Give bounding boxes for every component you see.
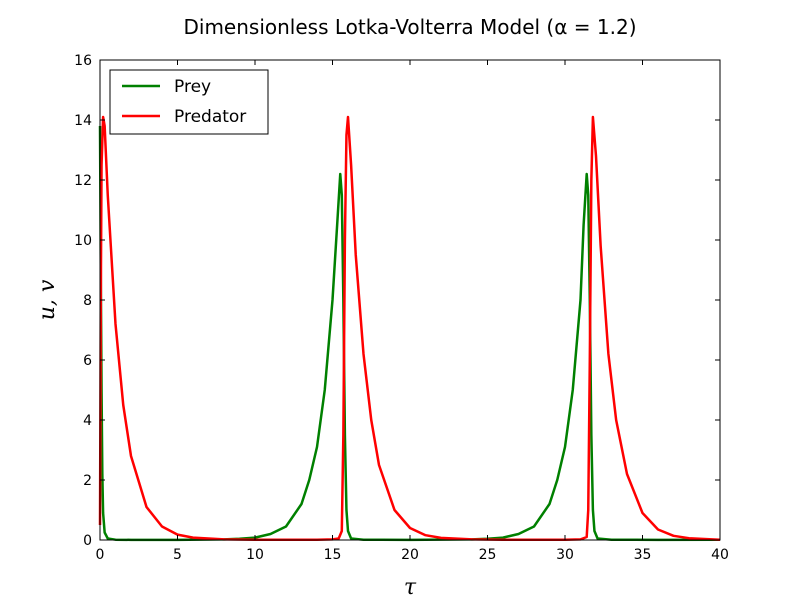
y-tick-label: 12 bbox=[74, 173, 92, 189]
x-tick-label: 15 bbox=[324, 547, 342, 563]
x-tick-label: 40 bbox=[711, 547, 729, 563]
y-tick-label: 0 bbox=[83, 533, 92, 549]
x-tick-label: 20 bbox=[401, 547, 419, 563]
legend-label-predator: Predator bbox=[174, 107, 246, 127]
y-tick-label: 4 bbox=[83, 413, 92, 429]
y-tick-label: 6 bbox=[83, 353, 92, 369]
y-tick-label: 10 bbox=[74, 233, 92, 249]
x-tick-label: 25 bbox=[479, 547, 497, 563]
chart-title: Dimensionless Lotka-Volterra Model (α = … bbox=[183, 15, 636, 39]
x-tick-label: 35 bbox=[634, 547, 652, 563]
series-line-prey bbox=[98, 125, 721, 542]
plot-frame bbox=[99, 59, 721, 541]
y-tick-label: 8 bbox=[83, 293, 92, 309]
y-tick-label: 16 bbox=[74, 53, 92, 69]
y-tick-label: 14 bbox=[74, 113, 92, 129]
series-line-predator bbox=[98, 115, 721, 541]
legend-box bbox=[109, 69, 269, 135]
x-tick-label: 10 bbox=[246, 547, 264, 563]
legend-label-prey: Prey bbox=[174, 77, 211, 97]
ticks-layer: 0 5 10 15 20 25 30 35 40 0 2 4 6 8 10 12 14 16 bbox=[74, 53, 729, 563]
x-tick-label: 30 bbox=[556, 547, 574, 563]
y-tick-label: 2 bbox=[83, 473, 92, 489]
y-axis-label: u, v bbox=[35, 279, 60, 320]
x-tick-label: 5 bbox=[173, 547, 182, 563]
x-axis-label: τ bbox=[404, 575, 417, 600]
series-layer bbox=[98, 115, 721, 542]
x-tick-label: 0 bbox=[96, 547, 105, 563]
legend: Prey Predator bbox=[109, 69, 269, 135]
